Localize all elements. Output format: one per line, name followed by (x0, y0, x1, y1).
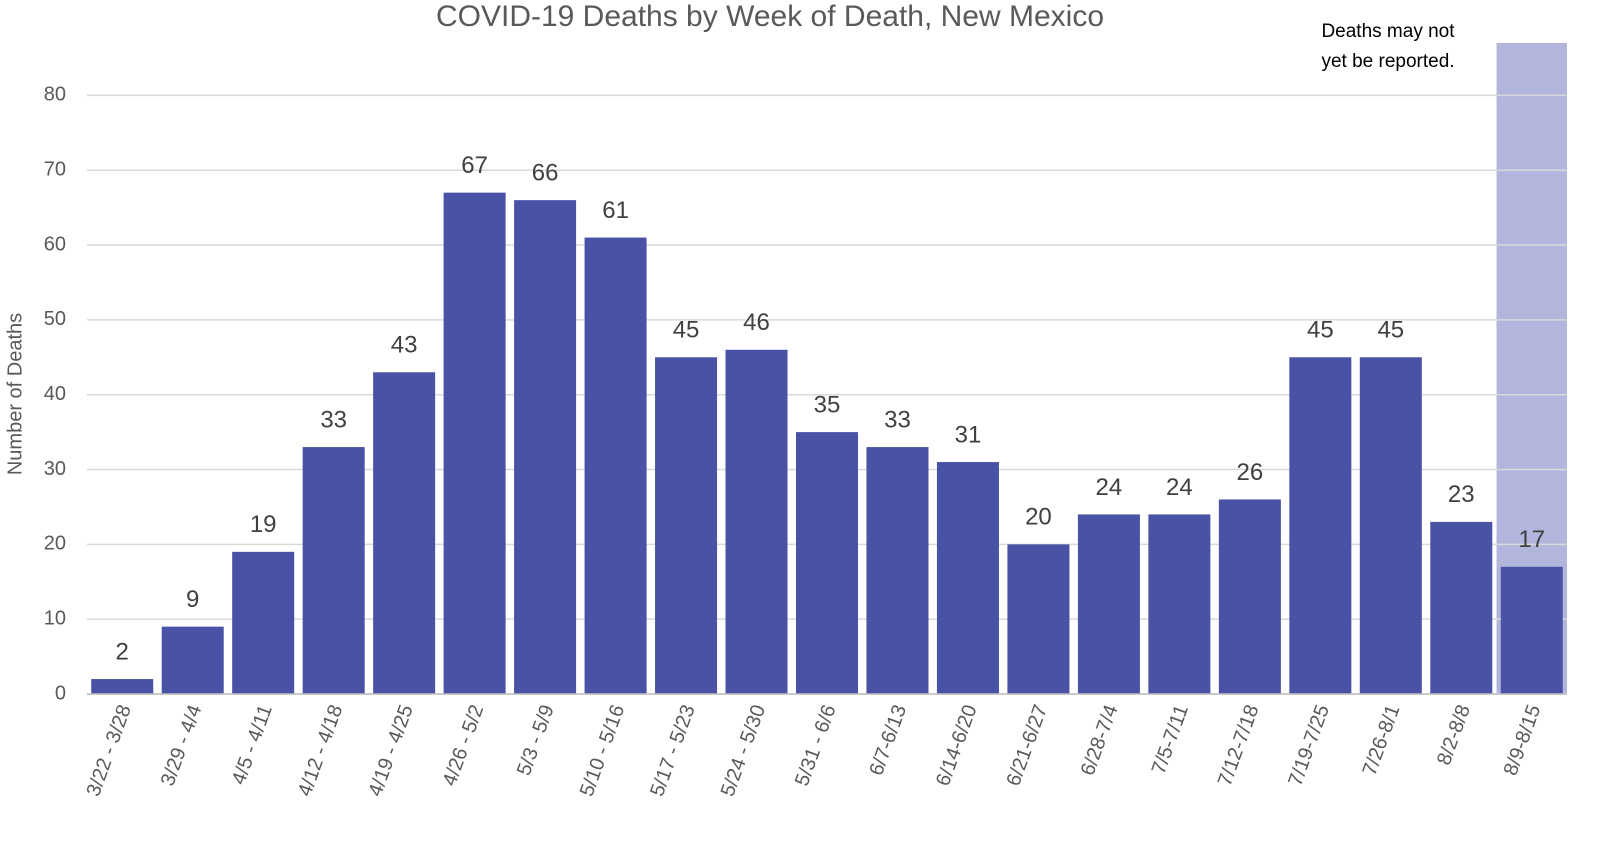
value-label: 67 (461, 152, 488, 179)
y-tick-label: 70 (44, 158, 66, 180)
y-tick-label: 20 (44, 533, 66, 555)
bar (1148, 514, 1211, 694)
bar (866, 447, 929, 694)
bar (1359, 357, 1422, 694)
bar (1007, 544, 1070, 694)
x-tick-label: 4/12 - 4/18 (294, 702, 347, 799)
bar (1500, 566, 1563, 694)
bar (514, 200, 577, 694)
value-label: 66 (532, 159, 559, 186)
annotation: yet be reported. (1321, 51, 1454, 72)
x-tick-label: 6/21-6/27 (1003, 702, 1053, 789)
value-label: 23 (1448, 481, 1475, 508)
bar (1430, 521, 1493, 694)
y-tick-label: 10 (44, 607, 66, 629)
x-tick-label: 3/22 - 3/28 (83, 702, 136, 799)
y-tick-label: 60 (44, 233, 66, 255)
bar (1218, 499, 1281, 694)
bar (936, 462, 999, 694)
x-tick-label: 4/26 - 5/2 (439, 702, 489, 789)
value-label: 45 (1377, 317, 1404, 344)
x-tick-label: 3/29 - 4/4 (157, 702, 207, 789)
value-label: 33 (320, 406, 347, 433)
annotation: Deaths may not (1321, 21, 1455, 42)
chart-title: COVID-19 Deaths by Week of Death, New Me… (436, 0, 1104, 33)
x-tick-label: 7/5-7/11 (1148, 702, 1193, 777)
bar (161, 626, 224, 694)
value-label: 61 (602, 197, 629, 224)
value-label: 24 (1166, 474, 1193, 501)
x-tick-label: 8/9-8/15 (1500, 702, 1546, 778)
bar (655, 357, 718, 694)
x-tick-label: 4/19 - 4/25 (364, 702, 417, 799)
value-label: 46 (743, 309, 770, 336)
value-label: 35 (814, 391, 841, 418)
value-label: 33 (884, 406, 911, 433)
value-label: 2 (116, 638, 129, 665)
x-tick-label: 6/14-6/20 (932, 702, 982, 789)
x-tick-label: 5/3 - 5/9 (513, 702, 559, 778)
y-axis-label: Number of Deaths (4, 313, 26, 475)
bar (1077, 514, 1140, 694)
x-tick-label: 5/10 - 5/16 (576, 702, 629, 799)
bar (725, 349, 788, 694)
x-tick-label: 6/28-7/4 (1077, 702, 1123, 778)
bar (795, 432, 859, 694)
value-label: 19 (250, 511, 277, 538)
y-tick-label: 50 (44, 308, 66, 330)
y-tick-label: 0 (55, 682, 66, 704)
value-label: 24 (1096, 474, 1123, 501)
x-tick-label: 5/31 - 6/6 (791, 702, 841, 789)
value-label: 31 (955, 421, 982, 448)
x-tick-label: 6/7-6/13 (865, 702, 911, 778)
x-tick-label: 8/2-8/8 (1433, 702, 1475, 768)
bar (1289, 357, 1352, 694)
y-tick-label: 80 (44, 84, 66, 106)
value-label: 20 (1025, 504, 1052, 531)
y-tick-label: 30 (44, 458, 66, 480)
x-tick-label: 7/19-7/25 (1284, 702, 1334, 789)
value-label: 9 (186, 586, 199, 613)
value-label: 17 (1518, 526, 1545, 553)
x-tick-label: 7/26-8/1 (1359, 702, 1405, 778)
bar (373, 372, 436, 694)
value-label: 45 (673, 317, 700, 344)
x-tick-label: 5/24 - 5/30 (717, 702, 770, 799)
x-tick-label: 7/12-7/18 (1214, 702, 1264, 789)
x-tick-label: 5/17 - 5/23 (646, 702, 699, 799)
value-label: 26 (1237, 459, 1264, 486)
x-tick-label: 4/5 - 4/11 (228, 702, 277, 788)
bar (584, 237, 647, 694)
y-tick-label: 40 (44, 383, 66, 405)
bar (302, 447, 365, 694)
value-label: 45 (1307, 317, 1334, 344)
bar (91, 679, 154, 694)
value-label: 43 (391, 332, 418, 359)
bar (232, 551, 295, 694)
bar (443, 192, 506, 695)
